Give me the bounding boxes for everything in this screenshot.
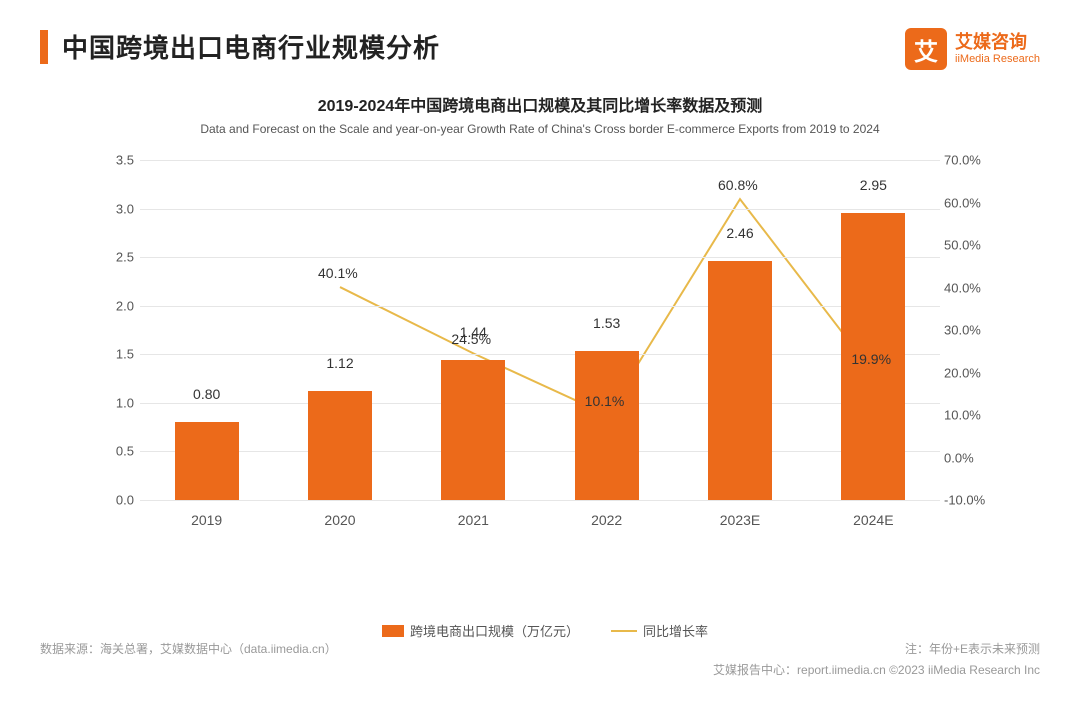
y2-tick-label: 0.0% xyxy=(944,450,994,465)
y1-tick-label: 2.5 xyxy=(96,250,134,265)
gridline xyxy=(140,160,940,161)
x-tick-label: 2023E xyxy=(690,512,790,528)
x-tick-label: 2022 xyxy=(557,512,657,528)
chart-titles: 2019-2024年中国跨境电商出口规模及其同比增长率数据及预测 Data an… xyxy=(0,92,1080,136)
bar-value-label: 2.95 xyxy=(841,177,905,193)
legend-line: 同比增长率 xyxy=(611,621,708,640)
footer-note: 注：年份+E表示未来预测 xyxy=(713,640,1040,657)
legend-bar-swatch xyxy=(382,625,404,637)
logo: 艾 艾媒咨询 iiMedia Research xyxy=(905,28,1040,70)
y1-tick-label: 1.5 xyxy=(96,347,134,362)
accent-bar xyxy=(40,30,48,64)
y1-tick-label: 3.5 xyxy=(96,153,134,168)
page-title: 中国跨境出口电商行业规模分析 xyxy=(62,28,440,65)
chart-title-en: Data and Forecast on the Scale and year-… xyxy=(0,122,1080,136)
bar xyxy=(708,261,772,500)
x-tick-label: 2019 xyxy=(157,512,257,528)
logo-mark-icon: 艾 xyxy=(905,28,947,70)
y2-tick-label: -10.0% xyxy=(944,493,994,508)
bar-value-label: 2.46 xyxy=(708,225,772,241)
line-value-label: 60.8% xyxy=(718,177,758,193)
gridline xyxy=(140,354,940,355)
y1-tick-label: 1.0 xyxy=(96,395,134,410)
logo-en: iiMedia Research xyxy=(955,53,1040,65)
y2-tick-label: 70.0% xyxy=(944,153,994,168)
logo-text: 艾媒咨询 iiMedia Research xyxy=(955,33,1040,65)
title-block: 中国跨境出口电商行业规模分析 xyxy=(40,28,440,65)
y2-tick-label: 40.0% xyxy=(944,280,994,295)
legend: 跨境电商出口规模（万亿元） 同比增长率 xyxy=(90,621,1000,640)
x-tick-label: 2024E xyxy=(823,512,923,528)
bar xyxy=(308,391,372,500)
gridline xyxy=(140,403,940,404)
gridline xyxy=(140,306,940,307)
y1-tick-label: 3.0 xyxy=(96,201,134,216)
line-value-label: 24.5% xyxy=(451,331,491,347)
footer-source: 数据来源：海关总署，艾媒数据中心（data.iimedia.cn） xyxy=(40,640,337,678)
bar-value-label: 1.53 xyxy=(575,315,639,331)
line-value-label: 19.9% xyxy=(851,351,891,367)
y1-tick-label: 0.5 xyxy=(96,444,134,459)
y2-tick-label: 30.0% xyxy=(944,323,994,338)
footer-credit: 艾媒报告中心：report.iimedia.cn ©2023 iiMedia R… xyxy=(713,661,1040,678)
line-layer xyxy=(140,160,940,500)
gridline xyxy=(140,257,940,258)
y1-tick-label: 2.0 xyxy=(96,298,134,313)
y1-tick-label: 0.0 xyxy=(96,493,134,508)
gridline xyxy=(140,209,940,210)
gridline xyxy=(140,500,940,501)
legend-bar: 跨境电商出口规模（万亿元） xyxy=(382,621,579,640)
x-tick-label: 2021 xyxy=(423,512,523,528)
legend-line-swatch xyxy=(611,630,637,632)
line-value-label: 40.1% xyxy=(318,265,358,281)
bar xyxy=(575,351,639,500)
gridline xyxy=(140,451,940,452)
y2-tick-label: 20.0% xyxy=(944,365,994,380)
bar-value-label: 1.12 xyxy=(308,355,372,371)
logo-cn: 艾媒咨询 xyxy=(955,33,1040,53)
bar xyxy=(175,422,239,500)
x-tick-label: 2020 xyxy=(290,512,390,528)
y2-tick-label: 50.0% xyxy=(944,238,994,253)
y2-tick-label: 60.0% xyxy=(944,195,994,210)
bar xyxy=(441,360,505,500)
chart-title-cn: 2019-2024年中国跨境电商出口规模及其同比增长率数据及预测 xyxy=(0,92,1080,116)
line-value-label: 10.1% xyxy=(585,393,625,409)
header: 中国跨境出口电商行业规模分析 艾 艾媒咨询 iiMedia Research xyxy=(40,28,1040,70)
plot: 0.00.51.01.52.02.53.03.5-10.0%0.0%10.0%2… xyxy=(140,160,940,500)
chart-area: 0.0 0.5 1.0 1.5 2.0 2.5 3.0 3.5 -10.0% 0.0% 10.0% 2… xyxy=(90,150,1000,570)
bar-value-label: 0.80 xyxy=(175,386,239,402)
footer: 数据来源：海关总署，艾媒数据中心（data.iimedia.cn） 注：年份+E… xyxy=(40,640,1040,678)
legend-line-label: 同比增长率 xyxy=(643,621,708,640)
y2-tick-label: 10.0% xyxy=(944,408,994,423)
legend-bar-label: 跨境电商出口规模（万亿元） xyxy=(410,621,579,640)
footer-right: 注：年份+E表示未来预测 艾媒报告中心：report.iimedia.cn ©2… xyxy=(713,640,1040,678)
